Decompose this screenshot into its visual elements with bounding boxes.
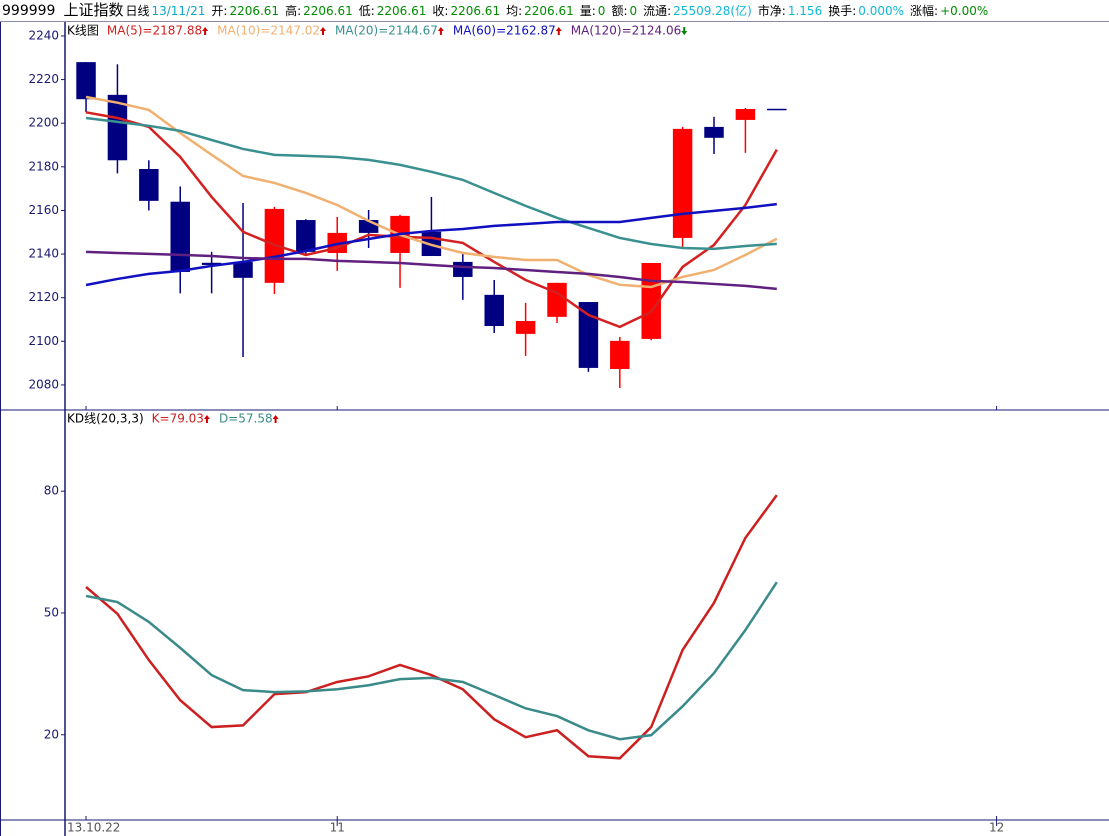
- series-line: [85, 494, 778, 760]
- item-label: 换手:: [828, 4, 857, 18]
- candle-body: [201, 262, 222, 265]
- y-tick-label: 2100: [28, 334, 59, 348]
- x-tick-label: 11: [330, 821, 345, 835]
- item-value: 25509.28(亿): [673, 4, 752, 18]
- x-tick-label: 13.10.22: [67, 821, 120, 835]
- legend-entry: MA(5)=2187.88: [107, 24, 202, 38]
- series-line: [85, 581, 778, 741]
- candle-body: [767, 108, 787, 111]
- item-label: 高:: [285, 4, 302, 18]
- arrow-icon: [202, 27, 209, 35]
- item-value: 2206.61: [450, 4, 501, 18]
- y-tick-label: 2160: [28, 203, 59, 217]
- arrow-icon: [272, 415, 279, 423]
- candle-body: [484, 294, 504, 327]
- series-line: [85, 95, 778, 289]
- panel-title: KD线(20,3,3): [67, 412, 144, 426]
- x-tick-label: 12: [989, 821, 1004, 835]
- candle-body: [139, 168, 159, 201]
- candle-body: [672, 128, 693, 238]
- item-label: 开:: [211, 4, 228, 18]
- y-tick-label: 80: [44, 484, 59, 498]
- candle-body: [453, 261, 473, 277]
- arrow-icon: [555, 27, 562, 35]
- item-label: 收:: [432, 4, 449, 18]
- candle-body: [735, 109, 756, 120]
- item-value: 0: [597, 4, 606, 18]
- candle-body: [578, 302, 599, 368]
- candle-body: [233, 261, 253, 278]
- y-tick-label: 2140: [28, 247, 59, 261]
- stock-name: 上证指数: [63, 1, 124, 19]
- item-label: 市净:: [757, 4, 786, 18]
- item-value: 2206.61: [303, 4, 353, 18]
- y-tick-label: 2120: [28, 290, 59, 304]
- series-line: [85, 111, 778, 329]
- y-tick-label: 2220: [28, 72, 59, 86]
- candle-body: [170, 201, 190, 272]
- y-tick-label: 20: [44, 727, 59, 741]
- y-tick-label: 2200: [28, 116, 59, 130]
- arrow-icon: [681, 27, 688, 35]
- item-label: 涨幅:: [910, 4, 939, 18]
- item-label: 量:: [579, 4, 596, 18]
- y-tick-label: 2080: [28, 377, 59, 391]
- series-line: [85, 116, 777, 251]
- legend-entry: MA(20)=2144.67: [335, 24, 438, 38]
- item-value: 0: [629, 4, 638, 18]
- candle-body: [704, 126, 724, 138]
- legend-entry: MA(60)=2162.87: [453, 24, 556, 38]
- item-value: 2206.61: [229, 4, 280, 18]
- period: 日线: [125, 4, 150, 18]
- legend-entry: MA(10)=2147.02: [217, 24, 320, 38]
- candle-body: [296, 220, 316, 252]
- item-value: 1.156: [787, 4, 823, 18]
- candle-body: [610, 340, 630, 369]
- item-value: +0.00%: [940, 4, 989, 18]
- series-line: [85, 202, 777, 287]
- item-value: 2206.61: [376, 4, 427, 18]
- item-label: 流通:: [643, 4, 672, 18]
- candle-body: [107, 94, 128, 161]
- legend-entry: MA(120)=2124.06: [571, 24, 682, 38]
- legend-entry: K=79.03: [152, 412, 204, 426]
- y-tick-label: 2240: [28, 28, 59, 42]
- candle-body: [515, 321, 536, 334]
- arrow-icon: [203, 415, 210, 423]
- item-label: 低:: [358, 4, 375, 18]
- stock-code: 999999: [2, 3, 56, 19]
- header-bar: 999999 上证指数 日线 13/11/21 开: 2206.61 高: 2206.61 低:…: [0, 0, 1109, 22]
- item-label: 均:: [506, 4, 523, 18]
- panel-title: K线图: [67, 24, 99, 38]
- arrow-icon: [320, 27, 326, 35]
- y-tick-label: 50: [44, 605, 59, 619]
- item-value: 0.000%: [858, 4, 905, 18]
- legend-entry: D=57.58: [219, 412, 273, 426]
- candle-body: [547, 282, 567, 317]
- series-line: [85, 250, 777, 291]
- arrow-icon: [437, 27, 444, 35]
- item-value: 2206.61: [524, 4, 574, 18]
- candle-body: [76, 62, 96, 100]
- date: 13/11/21: [151, 4, 206, 18]
- item-label: 额:: [611, 4, 628, 18]
- y-tick-label: 2180: [28, 159, 59, 173]
